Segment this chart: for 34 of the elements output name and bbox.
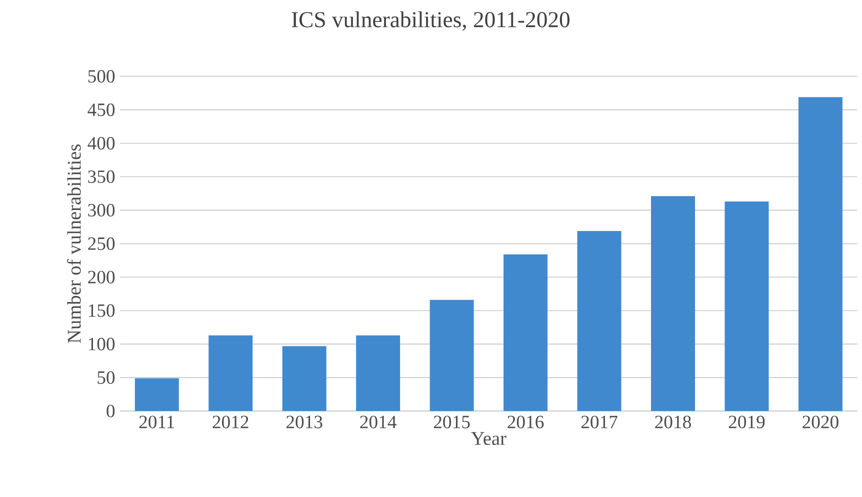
y-tick-label: 0 <box>106 404 115 418</box>
x-tick-label: 2016 <box>508 416 544 428</box>
bar <box>577 230 622 411</box>
x-tick-label: 2019 <box>728 416 765 428</box>
y-tick-label: 500 <box>88 70 115 83</box>
bar <box>504 254 548 411</box>
y-tick-label: 350 <box>88 170 115 184</box>
y-tick-label: 400 <box>88 136 115 150</box>
y-tick-label: 100 <box>88 338 115 350</box>
bar <box>356 335 400 411</box>
y-tick-label: 250 <box>88 237 115 250</box>
x-tick-label: 2013 <box>286 416 322 428</box>
y-tick-label: 50 <box>98 371 115 384</box>
bar <box>430 300 474 411</box>
bar <box>798 97 842 411</box>
x-tick-label: 2014 <box>360 416 396 428</box>
x-tick-label: 2015 <box>434 416 470 428</box>
y-tick-label: 200 <box>88 270 115 284</box>
x-tick-label: 2011 <box>139 416 174 428</box>
bar <box>724 201 769 411</box>
x-axis-title: Year <box>471 432 506 445</box>
x-tick-label: 2020 <box>802 416 838 428</box>
x-tick-label: 2012 <box>212 416 248 428</box>
y-tick-label: 450 <box>88 103 115 116</box>
bar <box>134 378 179 411</box>
bar <box>651 196 696 411</box>
bar <box>282 346 326 411</box>
chart-title: ICS vulnerabilities, 2011-2020 <box>292 11 570 31</box>
bar <box>208 335 253 411</box>
y-tick-label: 150 <box>88 304 115 317</box>
y-axis-title: Number of vulnerabilities <box>67 144 81 343</box>
x-tick-label: 2018 <box>655 416 691 428</box>
x-tick-label: 2017 <box>581 416 618 428</box>
y-tick-label: 300 <box>88 204 115 217</box>
